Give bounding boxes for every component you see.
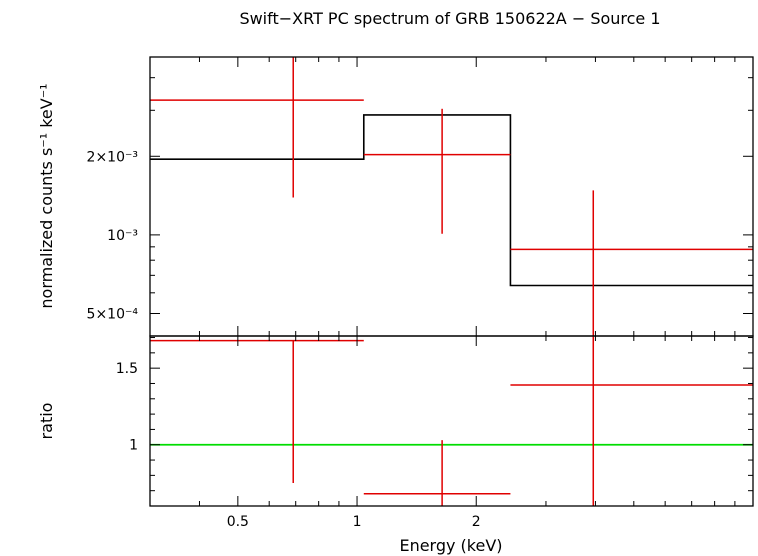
spectrum-y-tick-label: 2×10⁻³ xyxy=(87,149,138,165)
ratio-y-tick-label: 1.5 xyxy=(116,361,138,377)
spectrum-model-and-data xyxy=(150,57,753,336)
x-tick-label: 0.5 xyxy=(227,514,249,530)
spectrum-axis-ticks: 2×10⁻³ 10⁻³ 5×10⁻⁴ xyxy=(87,57,754,336)
x-tick-label: 1 xyxy=(353,514,362,530)
spectrum-y-tick-label: 10⁻³ xyxy=(107,228,138,244)
ratio-data xyxy=(150,336,753,506)
chart-title: Swift−XRT PC spectrum of GRB 150622A − S… xyxy=(239,9,660,28)
ratio-panel-frame xyxy=(149,335,754,507)
ratio-panel: 0.5 1 2 1.5 1 ratio Energy (keV) xyxy=(37,335,754,555)
ratio-y-tick-label: 1 xyxy=(129,438,138,454)
model-step-line xyxy=(150,114,753,287)
spectrum-panel-frame xyxy=(149,56,754,337)
ratio-axis-ticks: 0.5 1 2 1.5 1 xyxy=(116,336,754,530)
x-axis-label: Energy (keV) xyxy=(399,536,502,555)
spectrum-panel: 2×10⁻³ 10⁻³ 5×10⁻⁴ normalized counts s⁻¹ k… xyxy=(37,56,754,337)
ratio-y-axis-label: ratio xyxy=(37,403,56,440)
spectrum-y-tick-label: 5×10⁻⁴ xyxy=(87,306,139,322)
x-tick-label: 2 xyxy=(472,514,481,530)
spectrum-y-axis-label: normalized counts s⁻¹ keV⁻¹ xyxy=(37,83,56,308)
